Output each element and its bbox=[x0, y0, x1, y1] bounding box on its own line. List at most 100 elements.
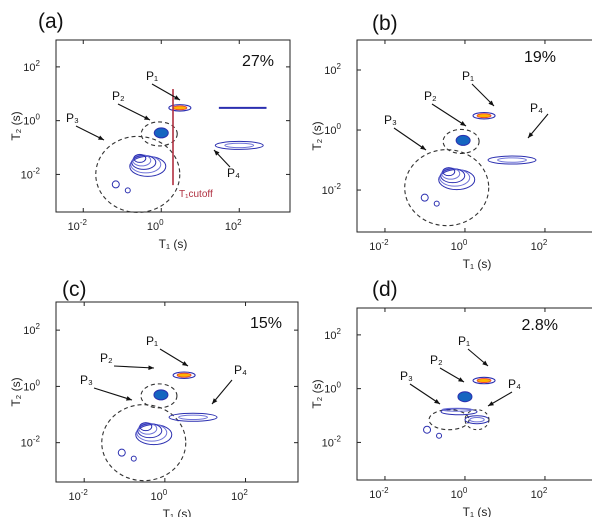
x-tick-label: 100 bbox=[451, 486, 468, 501]
y-tick-exponent: 2 bbox=[36, 59, 41, 68]
x-tick-exponent: 2 bbox=[237, 218, 242, 227]
peak-contour-4 bbox=[487, 155, 537, 165]
cutoff-label: T₁cutoff bbox=[179, 189, 213, 200]
x-tick-label: 102 bbox=[225, 218, 242, 233]
contour-core bbox=[476, 113, 492, 119]
peak-contour-3 bbox=[423, 407, 478, 439]
peak-label: P₂ bbox=[112, 89, 125, 103]
peak-label: P₄ bbox=[227, 166, 240, 180]
contour-core bbox=[176, 372, 192, 378]
peak-label: P₄ bbox=[234, 363, 247, 377]
peak-contour-3 bbox=[404, 149, 490, 227]
contour-line bbox=[178, 414, 208, 420]
y-tick-label: 102 bbox=[23, 59, 40, 74]
peak-label: P₃ bbox=[66, 111, 79, 125]
dashed-region bbox=[404, 149, 490, 227]
x-tick-label: 100 bbox=[147, 218, 164, 233]
peak-arrowhead bbox=[434, 398, 440, 404]
y-tick-label: 100 bbox=[23, 378, 40, 393]
y-tick-exponent: -2 bbox=[334, 182, 342, 191]
y-tick-label: 10-2 bbox=[21, 435, 41, 450]
peak-contour-1 bbox=[472, 111, 496, 120]
contour-core bbox=[476, 378, 492, 383]
x-tick-exponent: 2 bbox=[243, 488, 248, 497]
peak-label: P₄ bbox=[530, 101, 543, 115]
peak-arrowhead bbox=[482, 360, 488, 366]
y-tick-label: 100 bbox=[23, 113, 40, 128]
y-tick-label: 10-2 bbox=[21, 166, 41, 181]
peak-arrowhead bbox=[212, 398, 218, 404]
contour-line bbox=[124, 187, 131, 194]
contour-line bbox=[433, 200, 440, 207]
chart-panel-2: (b) 19% 10-2 100 102 10-2 100 102 T₁ (s) T₂ (s) P₁… bbox=[310, 12, 592, 271]
peak-arrow bbox=[409, 383, 441, 405]
peak-arrow bbox=[393, 127, 427, 151]
plot-frame bbox=[55, 301, 299, 483]
peak-arrowhead bbox=[488, 100, 494, 106]
dashed-region bbox=[140, 383, 178, 409]
peak-arrowhead bbox=[144, 115, 150, 120]
y-tick-exponent: 0 bbox=[337, 122, 342, 131]
peak-contour-3 bbox=[101, 404, 187, 482]
y-tick-label: 102 bbox=[23, 322, 40, 337]
contour-line bbox=[111, 180, 120, 189]
peak-arrowhead bbox=[174, 95, 180, 100]
x-tick-exponent: 0 bbox=[463, 486, 468, 495]
contour-line bbox=[130, 455, 137, 462]
peak-contour-1 bbox=[472, 376, 496, 385]
panel-letter: (c) bbox=[62, 278, 87, 301]
contour-line bbox=[442, 167, 456, 177]
chart-panel-4: (d) 2.8% 10-2 100 102 10-2 100 102 T₁ (s) T₂ (s) P… bbox=[310, 278, 592, 517]
peak-contour-4 bbox=[464, 409, 490, 431]
peak-label: P₃ bbox=[80, 373, 93, 387]
peak-arrowhead bbox=[214, 150, 220, 156]
x-tick-label: 10-2 bbox=[369, 238, 389, 253]
percent-label: 19% bbox=[524, 49, 556, 66]
contour-core bbox=[455, 134, 471, 146]
peak-contour-1 bbox=[172, 371, 196, 379]
y-tick-exponent: 0 bbox=[36, 378, 41, 387]
contour-core bbox=[153, 127, 169, 139]
contour-core bbox=[172, 105, 188, 111]
panel-letter: (b) bbox=[372, 12, 398, 35]
peak-arrowhead bbox=[460, 121, 466, 126]
contour-line bbox=[133, 153, 147, 163]
y-tick-exponent: 2 bbox=[337, 62, 342, 71]
x-tick-exponent: -2 bbox=[382, 238, 390, 247]
peak-label: P₂ bbox=[100, 351, 113, 365]
peak-arrowhead bbox=[148, 365, 154, 371]
dashed-region bbox=[101, 404, 187, 482]
y-tick-label: 102 bbox=[324, 62, 341, 77]
y-axis-label: T₂ (s) bbox=[9, 111, 23, 140]
x-tick-exponent: 2 bbox=[543, 486, 548, 495]
panel-letter: (d) bbox=[372, 278, 398, 301]
y-tick-exponent: -2 bbox=[33, 166, 41, 175]
percent-label: 15% bbox=[250, 315, 282, 332]
peak-arrow bbox=[431, 103, 467, 127]
contour-line bbox=[472, 376, 496, 385]
peak-arrow bbox=[113, 365, 155, 369]
peak-arrowhead bbox=[420, 144, 426, 150]
contour-line bbox=[487, 155, 537, 165]
peak-arrowhead bbox=[126, 396, 132, 401]
peak-arrowhead bbox=[182, 361, 188, 366]
x-tick-label: 100 bbox=[151, 488, 168, 503]
y-tick-label: 10-2 bbox=[322, 182, 342, 197]
x-axis-label: T₁ (s) bbox=[163, 507, 192, 517]
x-tick-label: 102 bbox=[531, 238, 548, 253]
contour-line bbox=[420, 193, 429, 202]
peak-label: P₄ bbox=[508, 377, 521, 391]
y-tick-exponent: -2 bbox=[334, 434, 342, 443]
peak-arrow bbox=[117, 103, 151, 121]
contour-line bbox=[423, 425, 432, 434]
peak-label: P₁ bbox=[462, 69, 474, 83]
y-axis-label: T₂ (s) bbox=[310, 121, 324, 150]
peak-contour-3 bbox=[95, 135, 181, 213]
peak-label: P₁ bbox=[458, 334, 470, 348]
contour-line bbox=[117, 448, 126, 457]
peak-label: P₁ bbox=[146, 69, 158, 83]
dashed-region bbox=[140, 121, 178, 147]
peak-arrowhead bbox=[528, 132, 534, 138]
percent-label: 2.8% bbox=[522, 317, 558, 334]
